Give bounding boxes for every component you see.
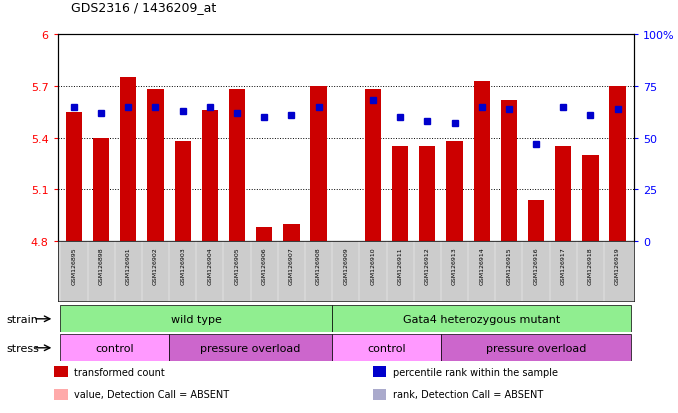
Bar — [93, 138, 109, 242]
Bar — [174, 142, 191, 242]
Text: Gata4 heterozygous mutant: Gata4 heterozygous mutant — [403, 314, 560, 324]
Text: GSM126898: GSM126898 — [98, 247, 104, 284]
Text: control: control — [96, 343, 134, 353]
Bar — [169, 335, 332, 361]
Text: wild type: wild type — [171, 314, 222, 324]
Text: GSM126919: GSM126919 — [615, 247, 620, 284]
Bar — [392, 147, 408, 242]
Bar — [446, 142, 462, 242]
Bar — [332, 306, 631, 332]
Bar — [283, 224, 300, 242]
Text: GSM126905: GSM126905 — [235, 247, 239, 284]
Text: control: control — [367, 343, 406, 353]
Text: GSM126913: GSM126913 — [452, 247, 457, 284]
Text: GSM126914: GSM126914 — [479, 247, 484, 284]
Text: GSM126917: GSM126917 — [561, 247, 565, 284]
Text: rank, Detection Call = ABSENT: rank, Detection Call = ABSENT — [393, 389, 543, 399]
Bar — [419, 147, 435, 242]
Text: GSM126912: GSM126912 — [425, 247, 430, 284]
Text: GSM126902: GSM126902 — [153, 247, 158, 284]
Bar — [147, 90, 163, 242]
Bar — [365, 90, 381, 242]
Text: percentile rank within the sample: percentile rank within the sample — [393, 367, 558, 377]
Bar — [610, 87, 626, 242]
Text: GSM126907: GSM126907 — [289, 247, 294, 284]
Text: GSM126918: GSM126918 — [588, 247, 593, 284]
Text: strain: strain — [7, 314, 39, 324]
Bar — [555, 147, 572, 242]
Text: GSM126906: GSM126906 — [262, 247, 266, 284]
Text: GSM126915: GSM126915 — [506, 247, 511, 284]
Bar — [473, 81, 490, 242]
Text: value, Detection Call = ABSENT: value, Detection Call = ABSENT — [75, 389, 229, 399]
Bar — [311, 87, 327, 242]
Text: GSM126911: GSM126911 — [398, 247, 403, 284]
Text: GSM126909: GSM126909 — [343, 247, 348, 284]
Text: GSM126908: GSM126908 — [316, 247, 321, 284]
Bar — [229, 90, 245, 242]
Bar — [60, 306, 332, 332]
Text: GSM126904: GSM126904 — [207, 247, 212, 284]
Text: stress: stress — [7, 343, 39, 353]
Text: GSM126916: GSM126916 — [534, 247, 538, 284]
Bar — [256, 228, 273, 242]
Text: GSM126901: GSM126901 — [126, 247, 131, 284]
Text: GDS2316 / 1436209_at: GDS2316 / 1436209_at — [71, 2, 216, 14]
Text: pressure overload: pressure overload — [201, 343, 301, 353]
Bar — [66, 112, 82, 242]
Bar — [501, 100, 517, 242]
Text: GSM126910: GSM126910 — [370, 247, 376, 284]
Text: GSM126903: GSM126903 — [180, 247, 185, 284]
Bar — [60, 335, 169, 361]
Bar — [202, 111, 218, 242]
Bar — [441, 335, 631, 361]
Bar — [332, 335, 441, 361]
Text: pressure overload: pressure overload — [486, 343, 586, 353]
Bar — [528, 200, 544, 242]
Bar — [582, 156, 599, 242]
Bar — [120, 78, 136, 242]
Text: GSM126895: GSM126895 — [71, 247, 77, 284]
Text: transformed count: transformed count — [75, 367, 165, 377]
